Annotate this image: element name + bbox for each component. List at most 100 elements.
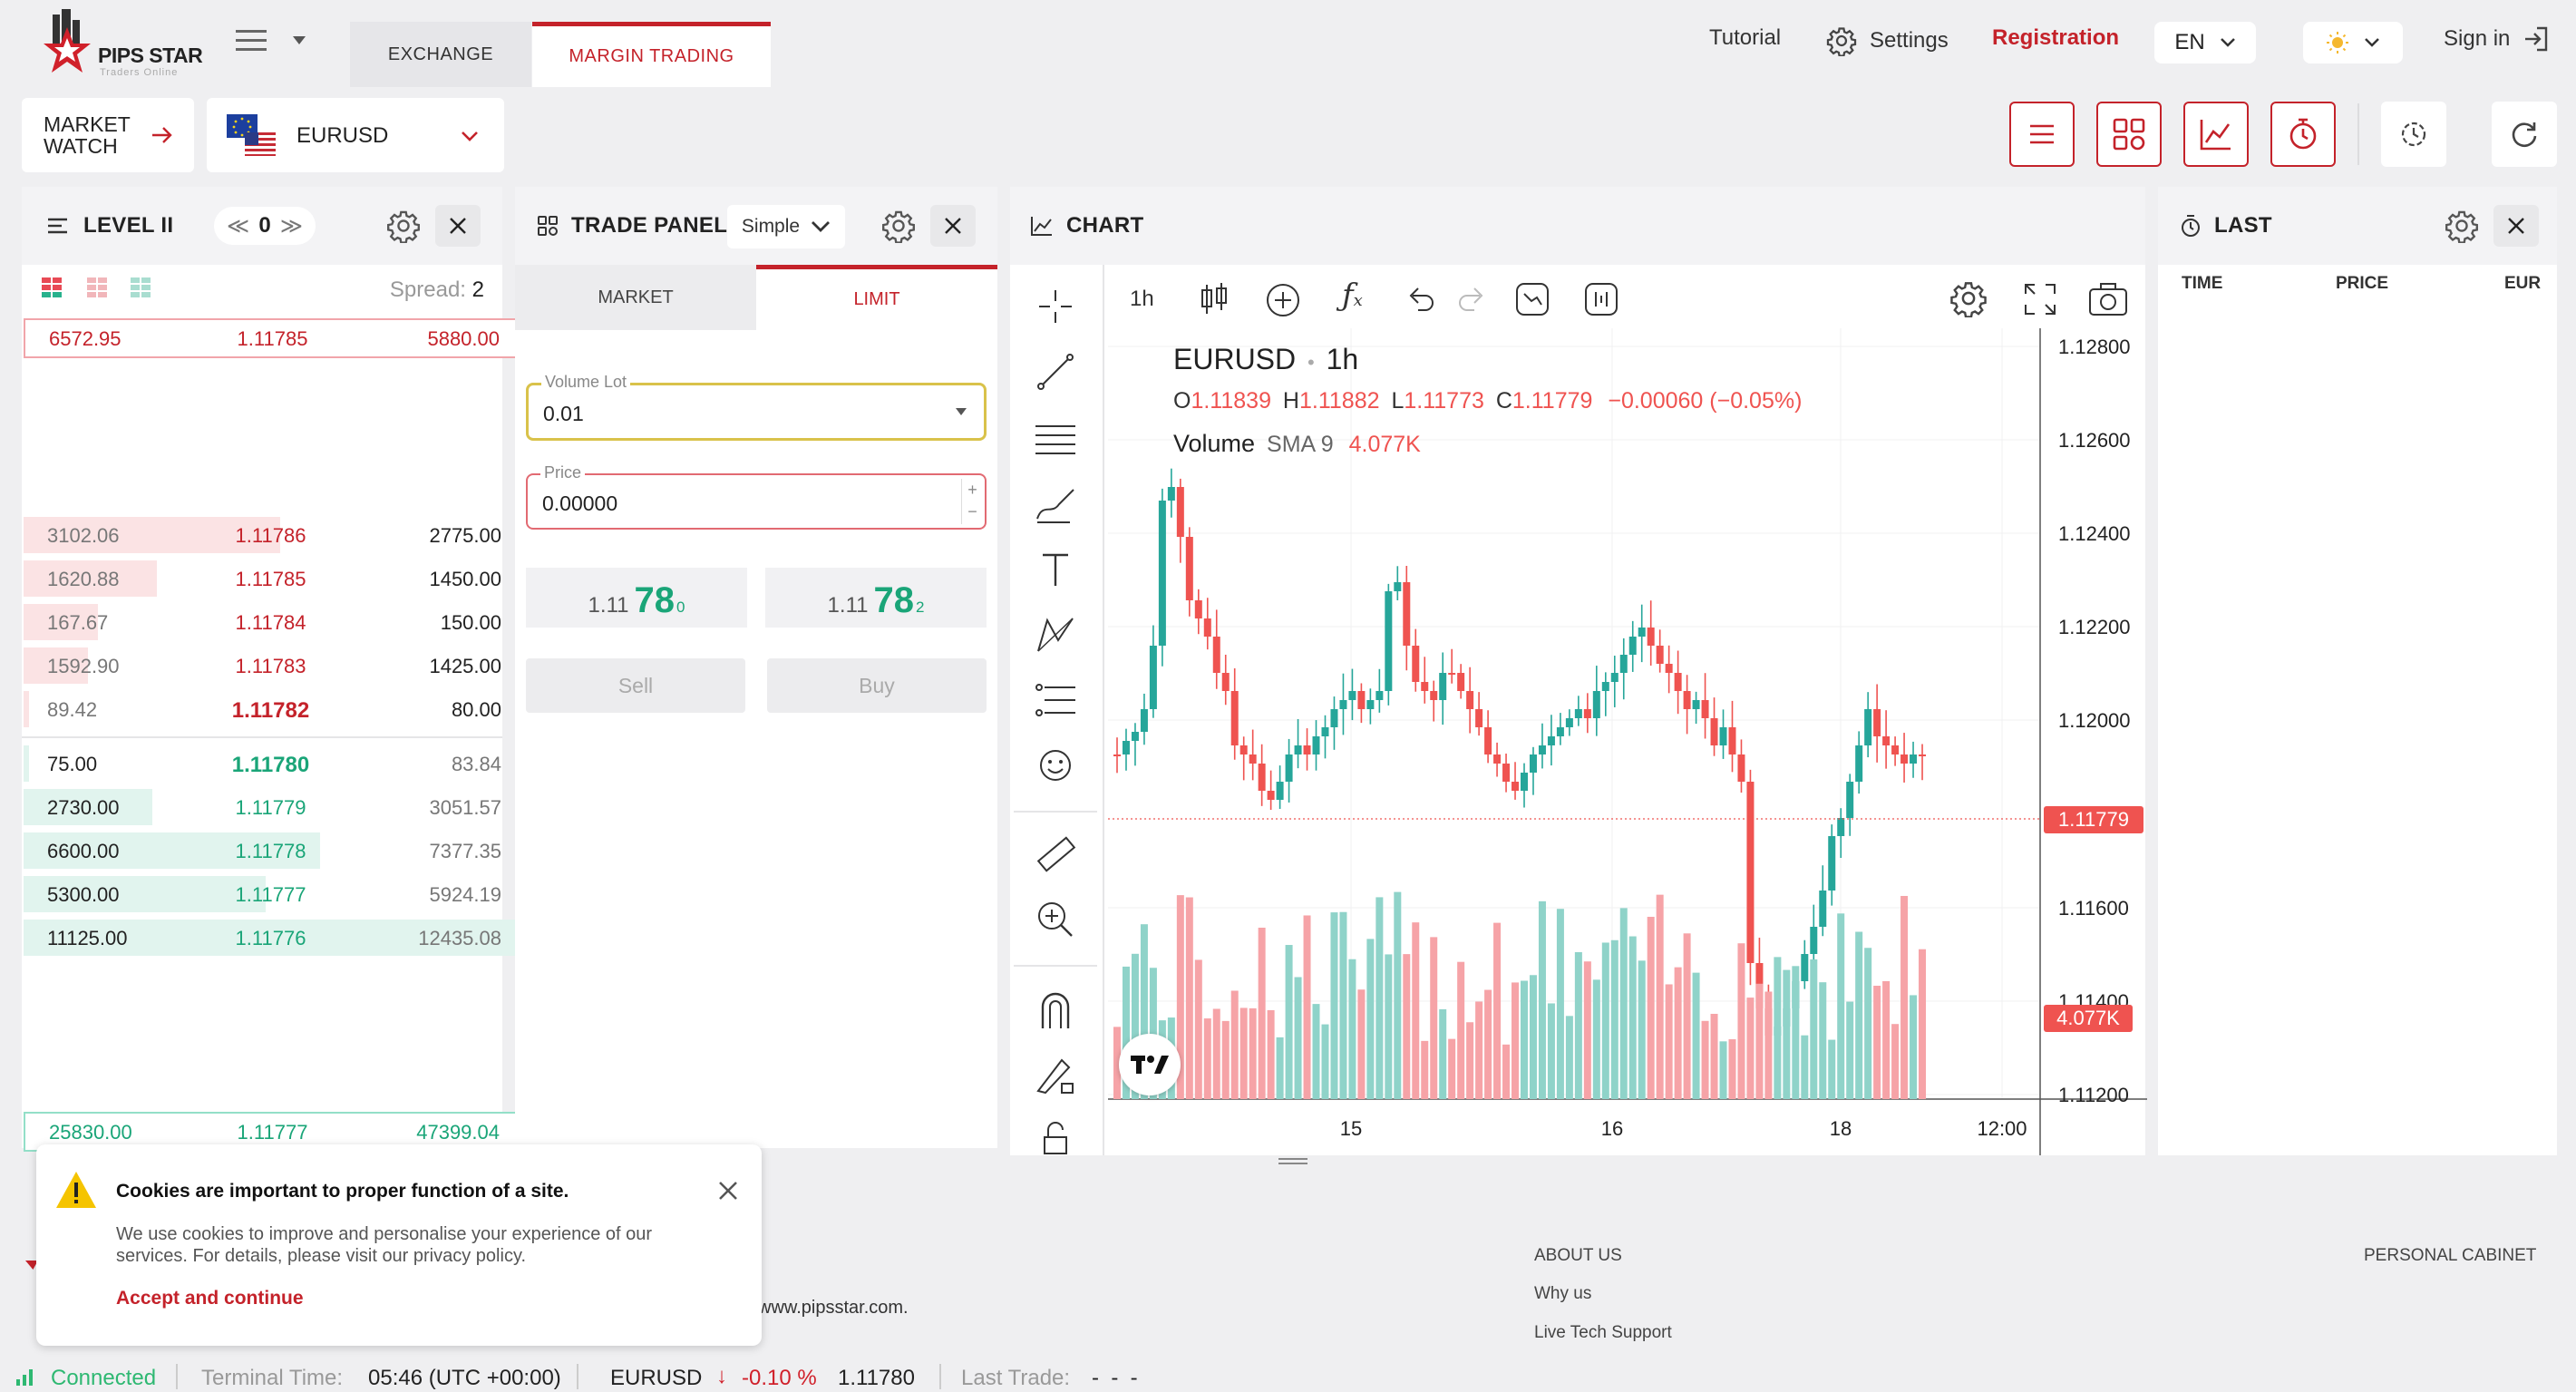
candle-type-icon[interactable] (1199, 281, 1230, 317)
ruler-tool-icon[interactable] (1034, 832, 1077, 876)
double-chevron-left-icon[interactable]: ≪ (227, 213, 250, 238)
volume-bar (1149, 968, 1157, 1099)
bid-row[interactable]: 11125.00 1.11776 12435.08 (24, 918, 518, 958)
pattern-tool-icon[interactable] (1034, 613, 1077, 657)
cookie-body-1: We use cookies to improve and personalis… (116, 1224, 653, 1244)
lock-tool-icon[interactable] (1034, 1119, 1077, 1155)
trade-close-button[interactable] (930, 205, 976, 247)
footer-about[interactable]: ABOUT US (1534, 1246, 1622, 1265)
price-chart[interactable]: 1.12800 1.12600 1.12400 1.12200 1.12000 1.116… (1108, 328, 2147, 1155)
compare-icon[interactable] (1514, 281, 1550, 317)
ask-row[interactable]: 89.42 1.11782 80.00 (24, 689, 518, 729)
widgets-button[interactable] (2096, 102, 2162, 167)
level2-settings-icon[interactable] (386, 209, 421, 243)
volume-bar (1619, 908, 1628, 1099)
redo-icon[interactable] (1456, 285, 1487, 312)
menu-caret-icon[interactable] (292, 34, 306, 51)
theme-select[interactable] (2303, 22, 2403, 63)
nav-registration[interactable]: Registration (1992, 25, 2119, 51)
tab-margin-trading[interactable]: MARGIN TRADING (532, 22, 771, 87)
level2-top-row[interactable]: 6572.95 1.11785 5880.00 (24, 318, 518, 358)
bid-row[interactable]: 6600.00 1.11778 7377.35 (24, 831, 518, 871)
buy-button[interactable]: Buy (767, 658, 987, 713)
ask-row[interactable]: 1592.90 1.11783 1425.00 (24, 646, 518, 686)
tab-exchange[interactable]: EXCHANGE (350, 22, 531, 87)
last-close-button[interactable] (2493, 205, 2539, 247)
emoji-tool-icon[interactable] (1034, 744, 1077, 787)
tradingview-logo[interactable] (1119, 1034, 1181, 1095)
view-mode-asks-icon[interactable] (87, 277, 107, 297)
nav-settings[interactable]: Settings (1826, 25, 1949, 56)
fullscreen-icon[interactable] (2022, 281, 2058, 317)
market-watch-button[interactable]: MARKET WATCH (22, 98, 194, 172)
function-icon[interactable]: ƒx (1342, 277, 1363, 314)
chart-button[interactable] (2183, 102, 2249, 167)
bid-row[interactable]: 75.00 1.11780 83.84 (24, 744, 518, 784)
bid-depth-bar (24, 745, 29, 782)
candle (1728, 727, 1736, 754)
minus-icon[interactable]: − (967, 502, 977, 521)
ask-row[interactable]: 3102.06 1.11786 2775.00 (24, 515, 518, 555)
candle (1312, 736, 1320, 754)
fib-lines-tool-icon[interactable] (1034, 417, 1077, 461)
lock-drawing-tool-icon[interactable] (1034, 1054, 1077, 1097)
language-select[interactable]: EN (2154, 22, 2256, 63)
footer-site-link[interactable]: www.pipsstar.com. (758, 1298, 909, 1318)
col-eur: EUR (2504, 274, 2542, 293)
hamburger-menu-icon[interactable] (236, 27, 268, 59)
trend-line-tool-icon[interactable] (1034, 350, 1077, 394)
footer-cabinet[interactable]: PERSONAL CABINET (2364, 1246, 2537, 1265)
nav-tutorial[interactable]: Tutorial (1709, 25, 1781, 51)
trade-mode-select[interactable]: Simple (727, 205, 845, 248)
arrow-down-icon: ↓ (716, 1364, 727, 1388)
magnet-tool-icon[interactable] (1034, 988, 1077, 1032)
text-tool-icon[interactable] (1034, 548, 1077, 591)
ohlc-l-label: L (1391, 388, 1405, 414)
double-chevron-right-icon[interactable]: ≫ (279, 213, 303, 238)
orders-list-button[interactable] (2009, 102, 2075, 167)
price-stepper[interactable]: + − (961, 479, 983, 524)
brush-tool-icon[interactable] (1034, 482, 1077, 526)
footer-why-us[interactable]: Why us (1534, 1284, 1592, 1303)
nav-signin[interactable]: Sign in (2444, 25, 2550, 53)
add-indicator-icon[interactable] (1264, 281, 1302, 319)
tab-market-order[interactable]: MARKET (515, 265, 756, 330)
history-button[interactable] (2381, 102, 2446, 167)
sell-button[interactable]: Sell (526, 658, 745, 713)
ask-row[interactable]: 1620.88 1.11785 1450.00 (24, 559, 518, 599)
alerts-icon[interactable] (1583, 281, 1619, 317)
bid-row[interactable]: 2730.00 1.11779 3051.57 (24, 787, 518, 827)
view-mode-both-icon[interactable] (42, 277, 62, 297)
brand-logo[interactable]: PIPS STAR Traders Online (40, 7, 203, 78)
volume-lot-field[interactable]: Volume Lot 0.01 (526, 373, 987, 441)
chart-settings-icon[interactable] (1949, 279, 1988, 317)
zoom-in-tool-icon[interactable] (1034, 898, 1077, 941)
dropdown-caret-icon[interactable] (955, 407, 967, 416)
plus-icon[interactable]: + (967, 481, 977, 499)
interval-button[interactable]: 1h (1130, 287, 1154, 311)
crosshair-tool-icon[interactable] (1034, 285, 1077, 328)
symbol-select[interactable]: EURUSD (207, 98, 504, 172)
footer-support[interactable]: Live Tech Support (1534, 1323, 1672, 1342)
cookie-accept-button[interactable]: Accept and continue (116, 1288, 304, 1309)
price-field[interactable]: Price 0.00000 + − (526, 463, 987, 530)
chart-resize-handle[interactable] (1278, 1157, 1307, 1166)
level2-close-button[interactable] (435, 205, 481, 247)
projection-tool-icon[interactable] (1034, 678, 1077, 722)
ask-row[interactable]: 167.67 1.11784 150.00 (24, 602, 518, 642)
view-mode-bids-icon[interactable] (131, 277, 151, 297)
volume-bar (1583, 961, 1591, 1099)
camera-icon[interactable] (2087, 281, 2129, 317)
tab-limit-order[interactable]: LIMIT (756, 265, 997, 330)
arrow-right-icon (152, 127, 172, 143)
refresh-button[interactable] (2492, 102, 2557, 167)
depth-stepper[interactable]: ≪ 0 ≫ (214, 207, 316, 245)
close-icon (2508, 218, 2524, 234)
last-settings-icon[interactable] (2445, 209, 2479, 243)
bid-row[interactable]: 5300.00 1.11777 5924.19 (24, 874, 518, 914)
undo-icon[interactable] (1405, 285, 1436, 312)
refresh-icon (2512, 122, 2537, 148)
trade-settings-icon[interactable] (881, 209, 916, 243)
cookie-close-icon[interactable] (718, 1181, 738, 1201)
timer-button[interactable] (2270, 102, 2336, 167)
